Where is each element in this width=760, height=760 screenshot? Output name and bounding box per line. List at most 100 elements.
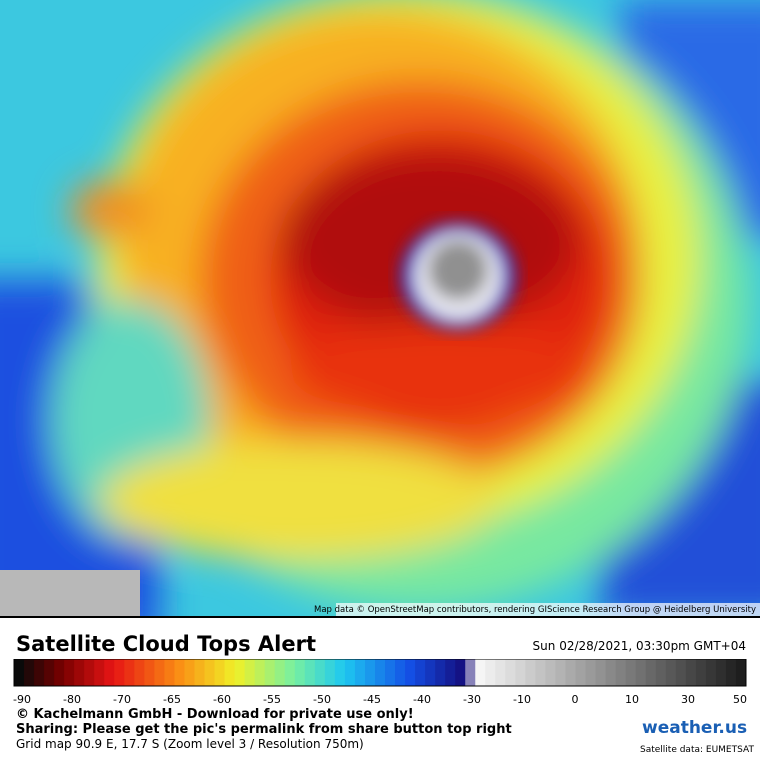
- colorbar-cell: [695, 659, 707, 686]
- colorbar-cell: [715, 659, 727, 686]
- datetime: Sun 02/28/2021, 03:30pm GMT+04: [532, 639, 746, 653]
- colorbar-cell: [284, 659, 296, 686]
- grid-info: Grid map 90.9 E, 17.7 S (Zoom level 3 / …: [16, 737, 364, 751]
- colorbar-cell: [585, 659, 597, 686]
- colorbar-cell: [435, 659, 446, 686]
- colorbar-cell: [334, 659, 346, 686]
- colorbar-cell: [615, 659, 627, 686]
- sharing: Sharing: Please get the pic's permalink …: [16, 722, 512, 737]
- colorbar-tick-label: 30: [681, 693, 695, 706]
- colorbar: -90 -80 -70 -65 -60 -55 -50 -45 -40 -30 -10 0 10 30 50: [13, 659, 747, 706]
- colorbar-cell: [144, 659, 155, 686]
- colorbar-cell: [625, 659, 637, 686]
- colorbar-cell: [455, 659, 466, 686]
- colorbar-cell: [475, 659, 486, 686]
- colorbar-cell: [354, 659, 366, 686]
- colorbar-cell: [505, 659, 516, 686]
- colorbar-cell: [194, 659, 206, 686]
- colorbar-cell: [405, 659, 416, 686]
- colorbar-cell: [244, 659, 256, 686]
- colorbar-cell: [535, 659, 546, 686]
- colorbar-cell: [705, 659, 717, 686]
- colorbar-tick-label: -80: [63, 693, 81, 706]
- colorbar-cell: [495, 659, 506, 686]
- colorbar-frame: [13, 659, 747, 687]
- colorbar-cell: [575, 659, 587, 686]
- title: Satellite Cloud Tops Alert: [16, 632, 316, 656]
- attribution-bg: [336, 603, 760, 616]
- colorbar-cell: [274, 659, 286, 686]
- colorbar-cell: [154, 659, 165, 686]
- colorbar-cell: [134, 659, 145, 686]
- colorbar-cell: [124, 659, 135, 686]
- colorbar-tick-label: 50: [733, 693, 747, 706]
- colorbar-tick-label: -65: [163, 693, 181, 706]
- colorbar-cell: [234, 659, 246, 686]
- colorbar-cell: [645, 659, 657, 686]
- colorbar-tick-label: -40: [413, 693, 431, 706]
- satellite-map: Map data © OpenStreetMap contributors, r…: [0, 0, 760, 616]
- colorbar-cell: [264, 659, 276, 686]
- source: Satellite data: EUMETSAT: [640, 745, 754, 755]
- colorbar-tick-label: -70: [113, 693, 131, 706]
- colorbar-cell: [395, 659, 406, 686]
- divider: [0, 616, 760, 618]
- colorbar-cell: [24, 659, 35, 686]
- colorbar-cell: [515, 659, 526, 686]
- credit: © Kachelmann GmbH - Download for private…: [16, 707, 414, 722]
- colorbar-cell: [294, 659, 306, 686]
- colorbar-cell: [545, 659, 556, 686]
- colorbar-cell: [34, 659, 45, 686]
- colorbar-cell: [174, 659, 185, 686]
- colorbar-cell: [555, 659, 567, 686]
- colorbar-cell: [605, 659, 617, 686]
- colorbar-cell: [725, 659, 737, 686]
- colorbar-tick-label: -60: [213, 693, 231, 706]
- colorbar-cell: [385, 659, 396, 686]
- colorbar-cell: [214, 659, 226, 686]
- colorbar-cell: [525, 659, 536, 686]
- colorbar-cell: [84, 659, 95, 686]
- colorbar-cell: [74, 659, 85, 686]
- colorbar-cell: [64, 659, 75, 686]
- colorbar-cell: [665, 659, 677, 686]
- colorbar-cell: [374, 659, 386, 686]
- colorbar-cell: [164, 659, 175, 686]
- colorbar-cell: [364, 659, 376, 686]
- colorbar-cell: [44, 659, 55, 686]
- logo[interactable]: weather.us: [642, 718, 748, 738]
- colorbar-cell: [465, 659, 476, 686]
- colorbar-cell: [595, 659, 607, 686]
- colorbar-cell: [94, 659, 105, 686]
- colorbar-cell: [685, 659, 697, 686]
- colorbar-cell: [344, 659, 356, 686]
- colorbar-cell: [304, 659, 316, 686]
- colorbar-cell: [735, 659, 747, 686]
- colorbar-cell: [184, 659, 195, 686]
- colorbar-cell: [415, 659, 426, 686]
- colorbar-cell: [635, 659, 647, 686]
- colorbar-cell: [655, 659, 667, 686]
- colorbar-cell: [204, 659, 216, 686]
- colorbar-cell: [254, 659, 266, 686]
- colorbar-tick-label: -10: [513, 693, 531, 706]
- colorbar-cell: [565, 659, 577, 686]
- colorbar-cell: [445, 659, 456, 686]
- colorbar-tick-label: 10: [625, 693, 639, 706]
- colorbar-tick-label: -45: [363, 693, 381, 706]
- colorbar-tick-label: -55: [263, 693, 281, 706]
- colorbar-cell: [324, 659, 336, 686]
- colorbar-tick-label: 0: [572, 693, 579, 706]
- colorbar-cell: [54, 659, 65, 686]
- colorbar-cell: [675, 659, 687, 686]
- colorbar-cell: [14, 659, 25, 686]
- colorbar-cell: [104, 659, 115, 686]
- colorbar-cell: [314, 659, 326, 686]
- colorbar-cell: [114, 659, 125, 686]
- colorbar-tick-label: -30: [463, 693, 481, 706]
- colorbar-tick-label: -50: [313, 693, 331, 706]
- colorbar-cell: [425, 659, 436, 686]
- colorbar-cell: [485, 659, 496, 686]
- colorbar-tick-label: -90: [13, 693, 31, 706]
